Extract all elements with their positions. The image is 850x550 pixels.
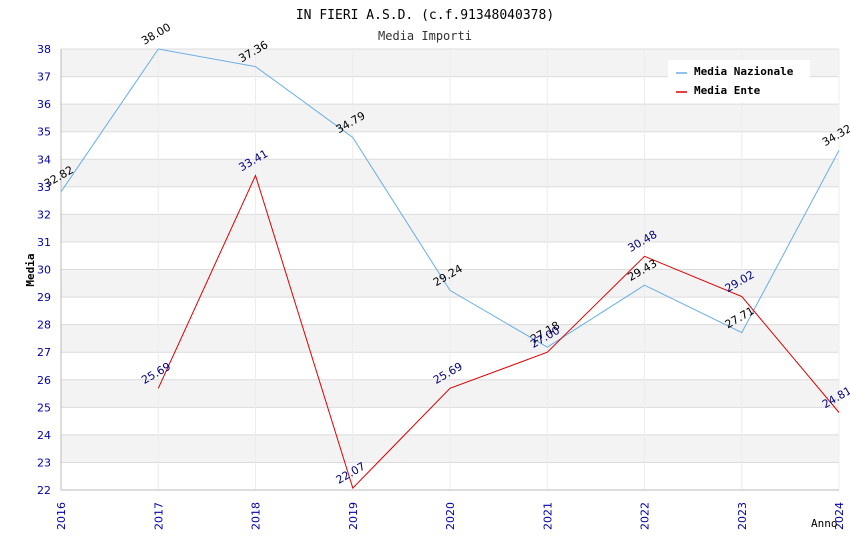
series-lines xyxy=(60,48,840,490)
series-line-0 xyxy=(60,48,840,348)
x-tick-label-2020: 2020 xyxy=(444,502,457,530)
y-tick-label-22: 22 xyxy=(37,484,51,497)
y-tick-label-33: 33 xyxy=(37,181,51,194)
x-tick-label-2018: 2018 xyxy=(250,502,263,530)
x-tick-label-2017: 2017 xyxy=(152,502,165,530)
x-tick-label-2016: 2016 xyxy=(55,502,68,530)
series-line-1 xyxy=(157,174,840,490)
x-tick-label-2021: 2021 xyxy=(541,502,554,530)
x-tick-labels: 2016 2017 2018 2019 2020 2021 2022 2023 2024 xyxy=(55,502,846,530)
y-tick-label-37: 37 xyxy=(37,71,51,84)
legend-label-1: Media Ente xyxy=(694,84,761,97)
y-axis-label: Media xyxy=(24,253,37,286)
y-tick-label-31: 31 xyxy=(37,236,51,249)
data-label-0-1: 38.00 xyxy=(139,21,173,48)
axes xyxy=(60,49,839,491)
chart-title: IN FIERI A.S.D. (c.f.91348040378) xyxy=(296,8,554,23)
chart-subtitle: Media Importi xyxy=(378,29,472,43)
legend: Media Nazionale Media Ente xyxy=(668,60,810,102)
x-axis-label: Anno xyxy=(811,517,838,530)
y-tick-label-24: 24 xyxy=(37,429,51,442)
legend-label-0: Media Nazionale xyxy=(694,65,794,78)
y-tick-label-28: 28 xyxy=(37,319,51,332)
y-tick-label-30: 30 xyxy=(37,264,51,277)
x-tick-label-2019: 2019 xyxy=(347,502,360,530)
y-tick-label-32: 32 xyxy=(37,208,51,221)
y-tick-label-38: 38 xyxy=(37,43,51,56)
x-tick-label-2024: 2024 xyxy=(833,502,846,530)
y-tick-label-23: 23 xyxy=(37,456,51,469)
x-tick-label-2023: 2023 xyxy=(736,502,749,530)
y-tick-label-26: 26 xyxy=(37,374,51,387)
x-tick-label-2022: 2022 xyxy=(639,502,652,530)
y-tick-label-35: 35 xyxy=(37,126,51,139)
y-tick-label-27: 27 xyxy=(37,346,51,359)
y-tick-label-29: 29 xyxy=(37,291,51,304)
y-tick-label-36: 36 xyxy=(37,98,51,111)
y-tick-label-34: 34 xyxy=(37,153,51,166)
legend-box xyxy=(668,60,810,102)
y-tick-labels: 22 23 24 25 26 27 28 29 30 31 32 33 34 35 36 37 38 xyxy=(37,43,51,497)
y-tick-label-25: 25 xyxy=(37,401,51,414)
